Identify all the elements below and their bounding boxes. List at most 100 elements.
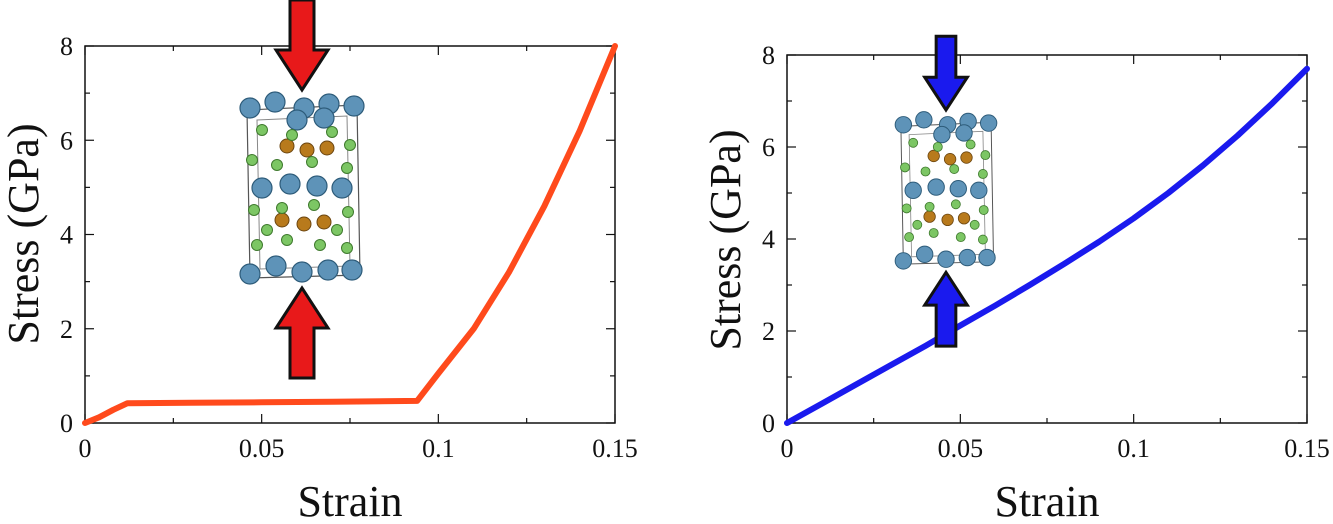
- x-tick-label: 0.1: [422, 434, 455, 463]
- atom-small: [341, 162, 353, 174]
- atom-large: [979, 114, 998, 132]
- atom-small: [900, 162, 910, 173]
- atom-small: [326, 126, 338, 138]
- y-tick-label: 6: [762, 133, 775, 162]
- atom-small: [901, 203, 912, 214]
- plot-frame: [786, 54, 1308, 424]
- x-axis-label: Strain: [994, 477, 1099, 524]
- compression-arrow-down-icon: [273, 0, 331, 93]
- atom-small: [271, 159, 283, 171]
- series-layer: [784, 65, 1310, 426]
- y-tick-label: 4: [762, 225, 775, 254]
- atom-small: [308, 199, 320, 211]
- y-tick-label: 6: [60, 126, 73, 155]
- x-axis-label: Strain: [297, 477, 402, 524]
- crystal-structure-icon: [894, 111, 998, 270]
- atom-large: [317, 259, 339, 281]
- atom-large: [915, 245, 934, 264]
- atom-large: [239, 263, 261, 285]
- atom-small: [950, 199, 961, 210]
- atom-small: [344, 139, 356, 151]
- atom-small: [286, 129, 298, 141]
- atom-small: [908, 137, 919, 148]
- atom-medium: [943, 153, 957, 166]
- atom-large: [904, 181, 922, 200]
- atom-small: [314, 239, 326, 251]
- atom-small: [924, 201, 935, 212]
- y-axis-label: Stress (GPa): [701, 129, 750, 350]
- atom-large: [264, 91, 286, 113]
- atom-large: [955, 124, 973, 142]
- atom-large: [894, 116, 913, 134]
- crystal-structure-inset: [239, 0, 365, 380]
- atom-large: [927, 178, 945, 196]
- chart-panel-right: 0 0.05 0.1 0.15 0 2 4 6 8 Strain Stress (GPa): [701, 34, 1330, 524]
- atom-small: [904, 232, 915, 243]
- compression-arrow-down-icon: [921, 34, 971, 113]
- compression-arrow-up-icon: [921, 269, 971, 348]
- atom-small: [978, 205, 989, 215]
- atom-small: [932, 141, 943, 152]
- x-tick-label: 0.05: [239, 434, 285, 463]
- atom-small: [920, 166, 931, 177]
- chart-panel-left: 0 0.05 0.1 0.15 0 2 4 6 8 Strain Stress (GPa): [0, 0, 638, 524]
- atom-large: [239, 97, 261, 119]
- atom-medium: [319, 140, 335, 156]
- atom-small: [251, 239, 263, 251]
- atom-small: [342, 206, 354, 218]
- atom-small: [928, 228, 939, 238]
- atom-medium: [299, 142, 315, 158]
- atom-small: [281, 234, 293, 246]
- tick-labels: 0 0.05 0.1 0.15 0 2 4 6 8: [60, 32, 638, 463]
- x-tick-label: 0: [781, 434, 794, 463]
- y-tick-label: 8: [762, 41, 775, 70]
- atom-large: [286, 109, 308, 131]
- atom-medium: [941, 213, 954, 227]
- atom-medium: [927, 149, 940, 163]
- compression-arrow-up-icon: [273, 285, 331, 380]
- atom-medium: [316, 214, 332, 230]
- atom-medium: [279, 138, 295, 154]
- atom-large: [265, 255, 287, 277]
- series-line: [784, 65, 1310, 426]
- x-tick-label: 0.15: [1284, 434, 1330, 463]
- crystal-structure-inset: [894, 34, 998, 348]
- atom-large: [279, 173, 301, 195]
- atom-large: [933, 125, 951, 144]
- atom-large: [313, 107, 335, 129]
- atom-small: [256, 124, 268, 136]
- atom-large: [915, 111, 933, 129]
- tick-marks: [84, 45, 616, 424]
- y-tick-label: 8: [60, 32, 73, 61]
- atom-medium: [923, 210, 936, 223]
- atom-large: [894, 252, 913, 270]
- atom-large: [291, 261, 313, 283]
- atom-small: [341, 242, 353, 254]
- y-tick-label: 0: [762, 409, 775, 438]
- atom-small: [246, 154, 258, 166]
- atom-large: [970, 181, 988, 200]
- atom-large: [343, 95, 365, 117]
- atom-large: [978, 248, 996, 267]
- atom-large: [341, 259, 363, 281]
- atom-large: [251, 177, 273, 199]
- atom-small: [977, 234, 988, 245]
- atom-small: [977, 169, 988, 179]
- atom-large: [949, 180, 967, 198]
- atom-small: [949, 164, 960, 174]
- tick-marks: [786, 54, 1308, 424]
- atom-large: [937, 250, 955, 268]
- atom-large: [306, 175, 328, 197]
- atom-small: [955, 232, 966, 243]
- tick-labels: 0 0.05 0.1 0.15 0 2 4 6 8: [762, 41, 1330, 463]
- atom-large: [331, 177, 353, 199]
- y-tick-label: 2: [60, 315, 73, 344]
- y-tick-label: 0: [60, 409, 73, 438]
- series-layer: [82, 43, 618, 426]
- atom-small: [261, 224, 273, 236]
- atom-medium: [274, 212, 290, 228]
- crystal-structure-icon: [239, 91, 365, 285]
- atom-small: [331, 224, 343, 236]
- atom-small: [980, 150, 991, 161]
